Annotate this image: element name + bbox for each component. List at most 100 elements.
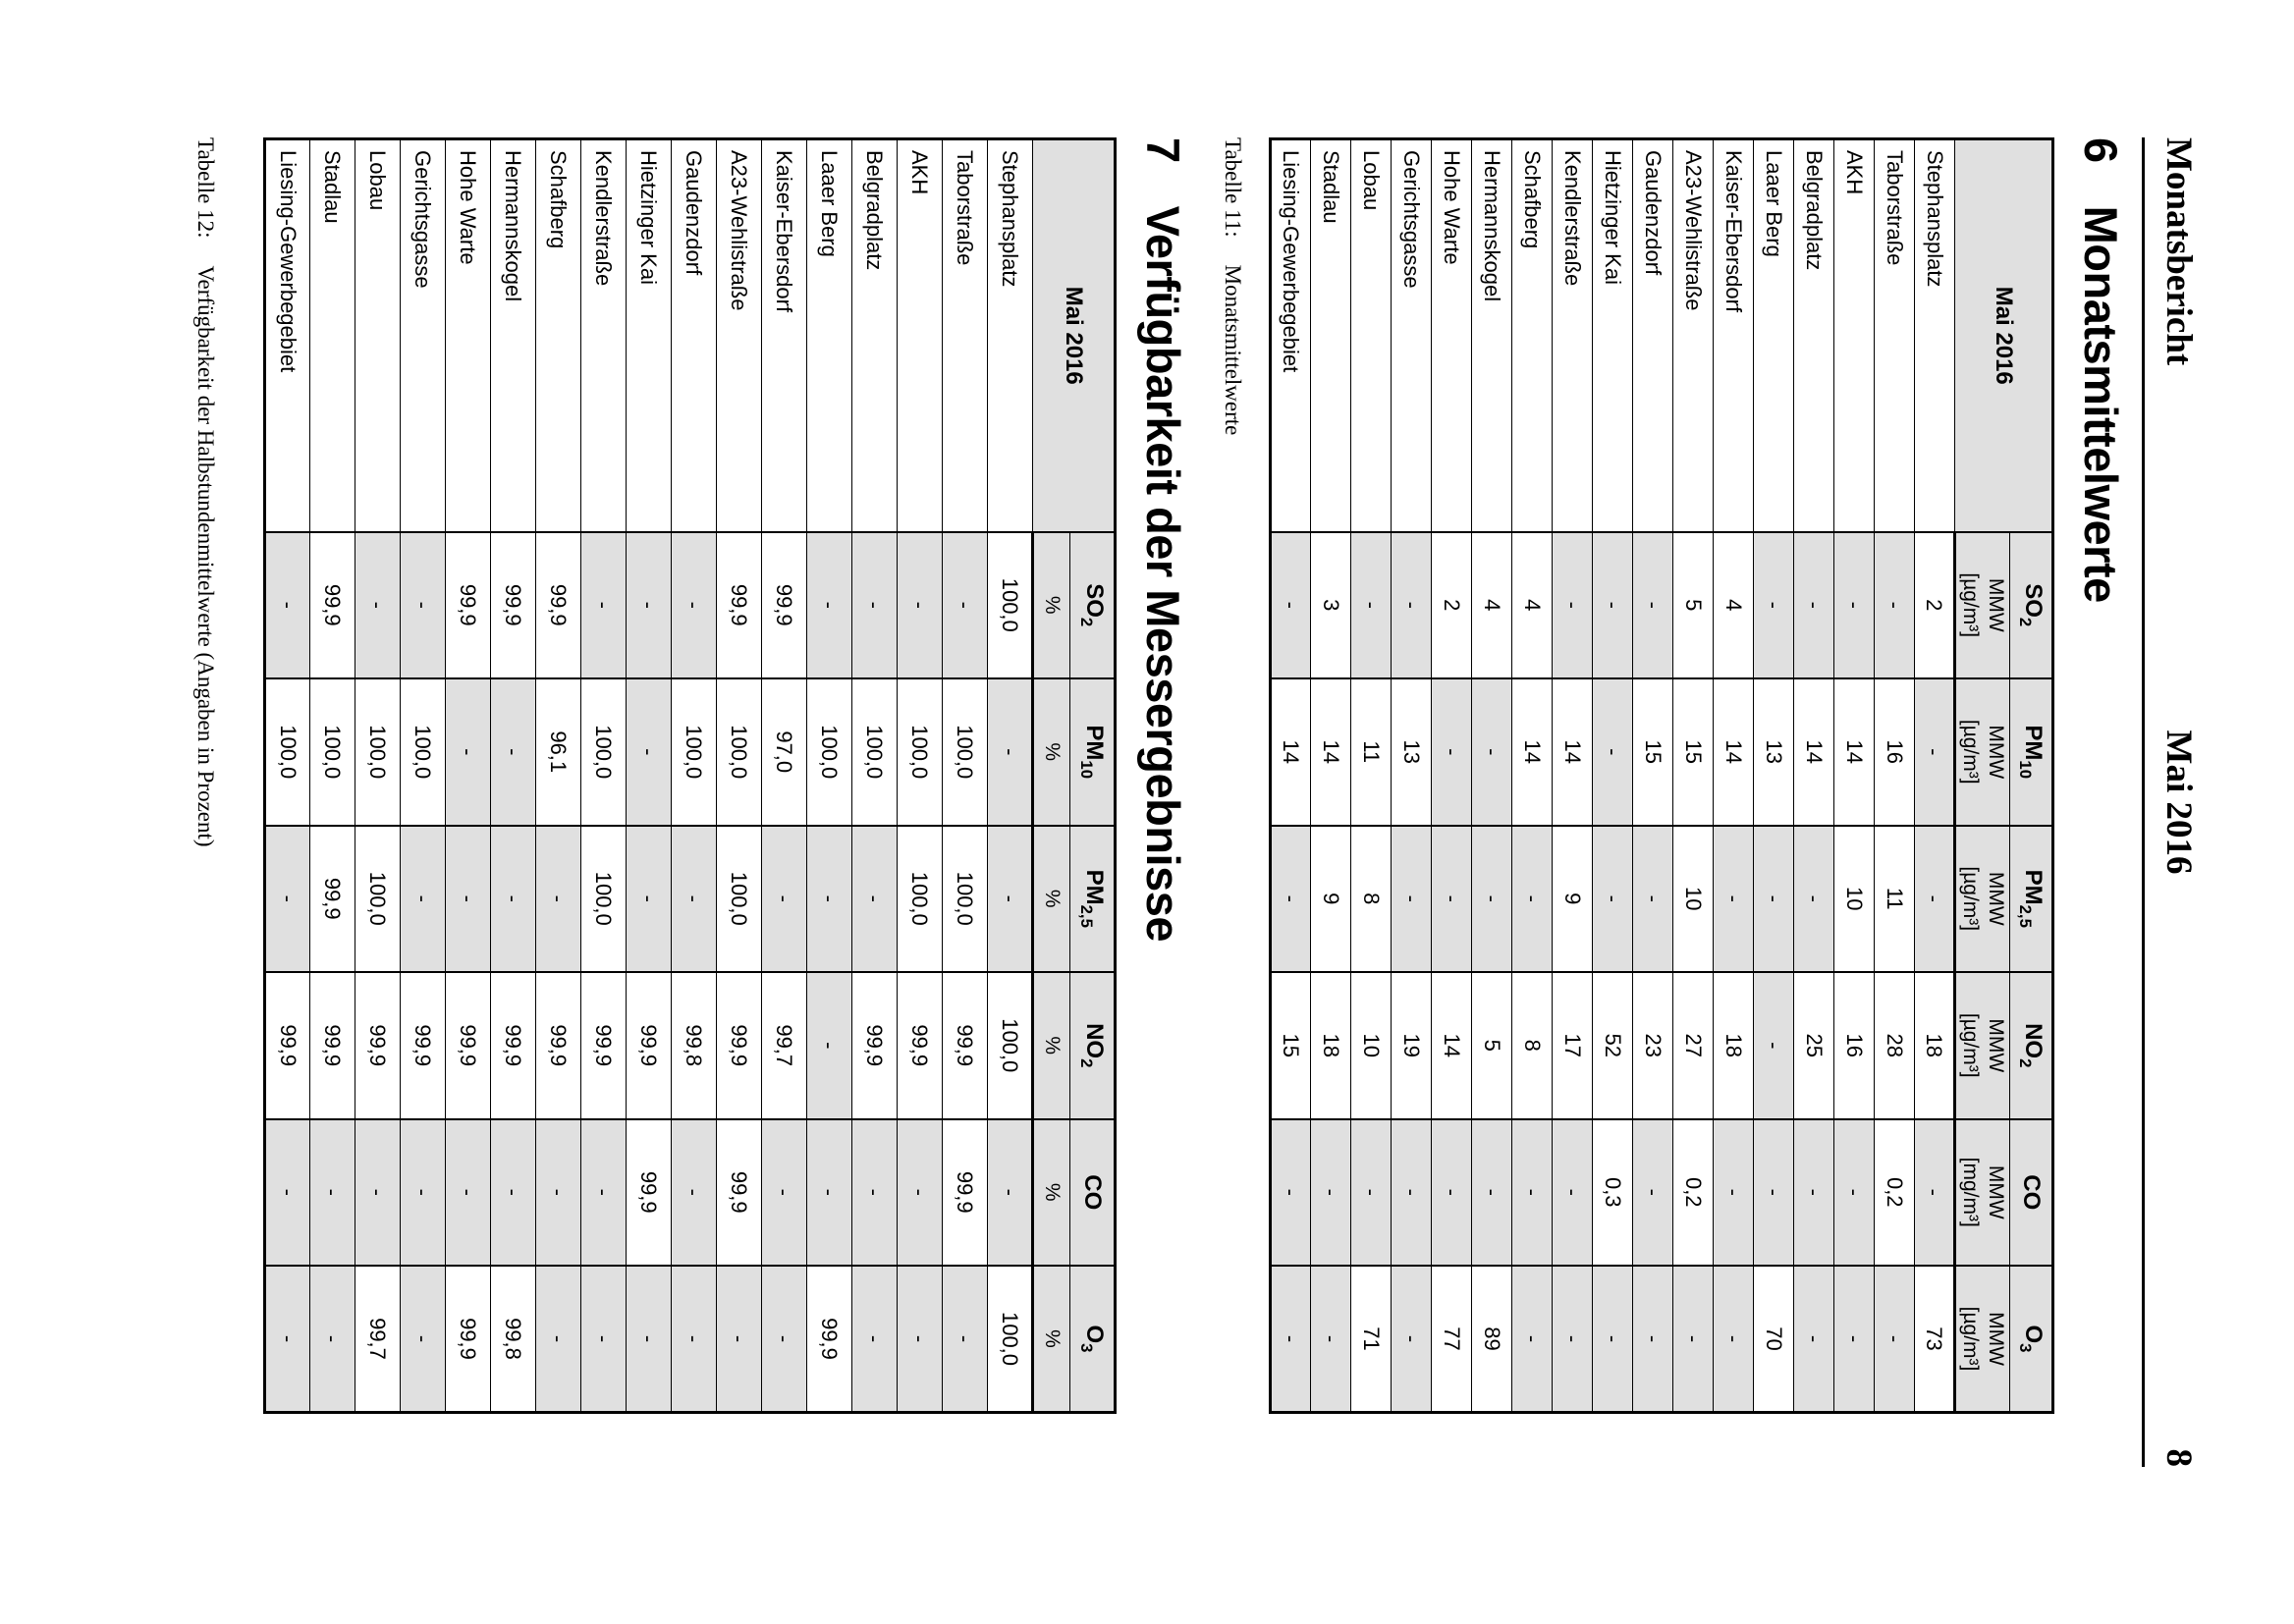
station-cell: Kendlerstraße xyxy=(1552,138,1593,532)
value-cell: 14 xyxy=(1431,972,1472,1119)
station-cell: Laaer Berg xyxy=(806,138,852,532)
value-cell-not-measured: - xyxy=(535,1118,581,1266)
value-cell: 4 xyxy=(1511,531,1553,678)
value-cell-not-measured: - xyxy=(580,531,627,678)
value-cell: 99,9 xyxy=(400,972,446,1119)
table-12-caption-label: Tabelle 12: xyxy=(193,137,218,239)
value-cell: 4 xyxy=(1713,531,1754,678)
value-cell-not-measured: - xyxy=(1431,1118,1472,1266)
table-row: Hohe Warte 2- -14-77 xyxy=(1431,138,1472,1413)
table-row: Stephansplatz 100,0- -100,0-100,0 xyxy=(987,138,1033,1413)
column-header-unit: MMW [µg/m³] xyxy=(1954,678,2010,826)
value-cell: 14 xyxy=(1793,678,1834,826)
column-header-unit: % xyxy=(1032,1118,1070,1266)
value-cell: 2 xyxy=(1914,531,1955,678)
table-row: Lobau -100,0 100,0 99,9-99,7 xyxy=(355,138,401,1413)
value-cell-not-measured: - xyxy=(1552,1266,1593,1413)
value-cell-not-measured: - xyxy=(1753,825,1794,972)
value-cell-not-measured: - xyxy=(445,825,491,972)
value-cell: 0,3 xyxy=(1592,1118,1633,1266)
column-header-pollutant: CO xyxy=(2009,1118,2053,1266)
value-cell-not-measured: - xyxy=(1592,1266,1633,1413)
value-cell: 99,9 xyxy=(716,531,762,678)
table-row: Hermannskogel 99,9- -99,9-99,8 xyxy=(490,138,536,1413)
table-corner-cell: Mai 2016 xyxy=(1954,138,2053,532)
value-cell: 52 xyxy=(1592,972,1633,1119)
value-cell: 5 xyxy=(1471,972,1512,1119)
value-cell-not-measured: - xyxy=(580,1266,627,1413)
value-cell-not-measured: - xyxy=(1592,531,1633,678)
value-cell: 13 xyxy=(1753,678,1794,826)
value-cell: 100,0 xyxy=(942,678,988,826)
section-6-heading: 6 Monatsmittelwerte xyxy=(2074,137,2128,1624)
value-cell: 89 xyxy=(1471,1266,1512,1413)
value-cell-not-measured: - xyxy=(942,531,988,678)
table-row: Stephansplatz 2- -18-73 xyxy=(1914,138,1955,1413)
station-cell: Stephansplatz xyxy=(1914,138,1955,532)
value-cell-not-measured: - xyxy=(626,531,672,678)
value-cell-not-measured: - xyxy=(1552,531,1593,678)
station-cell: Hermannskogel xyxy=(1471,138,1512,532)
value-cell-not-measured: - xyxy=(1914,678,1955,826)
value-cell-not-measured: - xyxy=(1270,531,1311,678)
station-cell: A23-Wehlistraße xyxy=(1672,138,1714,532)
value-cell: 100,0 xyxy=(355,825,401,972)
value-cell-not-measured: - xyxy=(264,1266,310,1413)
value-cell: 100,0 xyxy=(716,678,762,826)
table-11-caption: Tabelle 11: Monatsmittelwerte xyxy=(1220,137,1245,1624)
value-cell: 16 xyxy=(1874,678,1915,826)
value-cell-not-measured: - xyxy=(1511,825,1553,972)
station-cell: Belgradplatz xyxy=(1793,138,1834,532)
value-cell: 8 xyxy=(1350,825,1392,972)
value-cell-not-measured: - xyxy=(400,825,446,972)
value-cell-not-measured: - xyxy=(1753,972,1794,1119)
value-cell: 10 xyxy=(1833,825,1875,972)
section-6-title: Monatsmittelwerte xyxy=(2075,205,2127,603)
table-row: Laaer Berg -13- - -70 xyxy=(1753,138,1794,1413)
station-cell: Schafberg xyxy=(535,138,581,532)
value-cell: 99,9 xyxy=(445,531,491,678)
value-cell: 18 xyxy=(1310,972,1351,1119)
column-header-pollutant: SO2 xyxy=(2009,531,2053,678)
value-cell-not-measured: - xyxy=(806,825,852,972)
value-cell-not-measured: - xyxy=(851,1266,898,1413)
station-cell: Gaudenzdorf xyxy=(671,138,717,532)
value-cell: 99,9 xyxy=(490,531,536,678)
value-cell-not-measured: - xyxy=(490,678,536,826)
value-cell: 14 xyxy=(1511,678,1553,826)
value-cell: 99,9 xyxy=(445,1266,491,1413)
station-cell: Hohe Warte xyxy=(445,138,491,532)
value-cell: 100,0 xyxy=(580,825,627,972)
value-cell-not-measured: - xyxy=(987,678,1033,826)
value-cell: 99,9 xyxy=(535,531,581,678)
station-cell: Lobau xyxy=(355,138,401,532)
station-cell: Gerichtsgasse xyxy=(400,138,446,532)
value-cell-not-measured: - xyxy=(1592,678,1633,826)
value-cell: 99,9 xyxy=(942,1118,988,1266)
value-cell: 99,9 xyxy=(716,972,762,1119)
value-cell-not-measured: - xyxy=(445,678,491,826)
value-cell: 5 xyxy=(1672,531,1714,678)
value-cell: 99,9 xyxy=(580,972,627,1119)
station-cell: Hietzinger Kai xyxy=(626,138,672,532)
availability-table: Mai 2016 SO2 PM10 PM2,5 NO2 CO O3 %%%%%% Step… xyxy=(263,137,1117,1414)
value-cell: 28 xyxy=(1874,972,1915,1119)
table-row: Gerichtsgasse -13-19- - xyxy=(1391,138,1432,1413)
value-cell-not-measured: - xyxy=(942,1266,988,1413)
value-cell-not-measured: - xyxy=(1270,1266,1311,1413)
column-header-unit: MMW [mg/m³] xyxy=(1954,1118,2010,1266)
value-cell-not-measured: - xyxy=(1833,1118,1875,1266)
value-cell: 100,0 xyxy=(671,678,717,826)
value-cell-not-measured: - xyxy=(626,825,672,972)
table-corner-cell: Mai 2016 xyxy=(1032,138,1116,532)
table-row: AKH -14 10 16- - xyxy=(1833,138,1875,1413)
column-header-unit: % xyxy=(1032,678,1070,826)
value-cell-not-measured: - xyxy=(1310,1118,1351,1266)
table-row: Belgradplatz -14-25- - xyxy=(1793,138,1834,1413)
value-cell-not-measured: - xyxy=(1431,825,1472,972)
value-cell-not-measured: - xyxy=(490,1118,536,1266)
column-header-unit: % xyxy=(1032,972,1070,1119)
value-cell: 99,7 xyxy=(355,1266,401,1413)
value-cell-not-measured: - xyxy=(1833,1266,1875,1413)
station-cell: AKH xyxy=(897,138,943,532)
